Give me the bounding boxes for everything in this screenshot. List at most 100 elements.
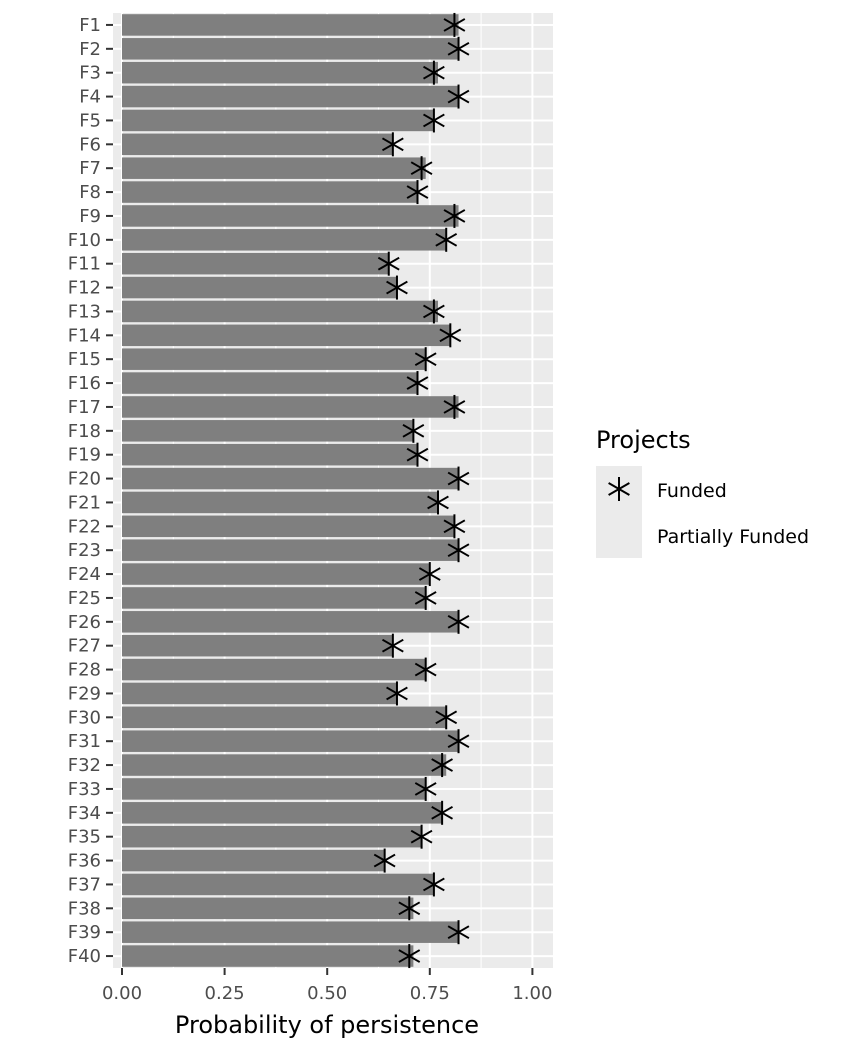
legend-asterisk xyxy=(608,477,630,501)
y-tick-label: F22 xyxy=(68,516,101,537)
y-tick-label: F20 xyxy=(68,469,101,490)
bar-F17 xyxy=(122,396,459,418)
y-tick-label: F24 xyxy=(68,564,101,585)
funded-points xyxy=(373,12,470,969)
legend-key-partially-funded xyxy=(596,512,642,558)
point-F27 xyxy=(381,633,404,658)
y-tick-label: F35 xyxy=(68,827,101,848)
point-F2 xyxy=(447,36,470,61)
point-F25 xyxy=(414,585,437,610)
x-tick-label: 1.00 xyxy=(512,983,552,1004)
point-F31 xyxy=(447,729,470,754)
bar-F22 xyxy=(122,515,455,538)
y-tick-label: F10 xyxy=(68,230,101,251)
point-F4 xyxy=(447,84,470,109)
y-tick-label: F11 xyxy=(68,254,101,275)
bar-F9 xyxy=(122,205,459,227)
bar-F24 xyxy=(122,563,430,585)
point-F17 xyxy=(443,394,466,419)
y-tick-label: F3 xyxy=(79,63,101,84)
bar-F18 xyxy=(122,420,414,442)
y-tick-label: F39 xyxy=(68,922,101,943)
point-F38 xyxy=(398,896,421,921)
bar-F21 xyxy=(122,491,439,514)
legend-asterisk-icon xyxy=(608,477,630,501)
point-F14 xyxy=(439,323,462,348)
y-tick-label: F40 xyxy=(68,946,101,967)
point-F3 xyxy=(423,60,445,85)
bar-F28 xyxy=(122,658,426,681)
point-F20 xyxy=(447,466,470,491)
bar-F2 xyxy=(122,38,459,60)
point-F22 xyxy=(443,514,466,539)
y-tick-label: F12 xyxy=(68,278,101,299)
bar-F5 xyxy=(122,109,434,132)
y-tick-label: F2 xyxy=(79,39,101,60)
bar-F27 xyxy=(122,634,393,657)
bar-F32 xyxy=(122,754,447,776)
bar-F1 xyxy=(122,14,459,36)
point-F19 xyxy=(406,442,429,467)
legend-label-partially-funded: Partially Funded xyxy=(657,526,809,548)
y-tick-label: F31 xyxy=(68,731,101,752)
y-tick-label: F23 xyxy=(68,540,101,561)
point-F6 xyxy=(381,132,404,157)
bar-F8 xyxy=(122,181,418,203)
bar-F13 xyxy=(122,300,439,323)
bar-F34 xyxy=(122,802,443,824)
bar-F38 xyxy=(122,897,414,920)
y-tick-label: F15 xyxy=(68,349,101,370)
bar-F40 xyxy=(122,945,414,967)
bar-F25 xyxy=(122,587,426,609)
point-F33 xyxy=(414,776,437,801)
y-tick-label: F32 xyxy=(68,755,101,776)
x-axis: 0.00 0.25 0.50 0.75 1.00 xyxy=(102,968,552,1004)
point-F9 xyxy=(443,203,466,228)
y-tick-label: F21 xyxy=(68,492,101,513)
y-tick-label: F28 xyxy=(68,660,101,681)
point-F8 xyxy=(406,180,429,205)
point-F36 xyxy=(373,848,396,873)
x-tick-label: 0.50 xyxy=(307,983,347,1004)
y-tick-label: F18 xyxy=(68,421,101,442)
x-tick-label: 0.75 xyxy=(410,983,450,1004)
bar-F33 xyxy=(122,778,426,800)
y-tick-label: F25 xyxy=(68,588,101,609)
point-F11 xyxy=(377,251,400,276)
y-tick-label: F26 xyxy=(68,612,101,633)
bar-F15 xyxy=(122,348,426,370)
point-F32 xyxy=(431,753,454,778)
bar-F29 xyxy=(122,682,397,705)
point-F16 xyxy=(406,371,429,396)
point-F5 xyxy=(423,108,445,133)
y-tick-label: F13 xyxy=(68,301,101,322)
bar-F20 xyxy=(122,467,459,490)
bar-F7 xyxy=(122,157,426,179)
bar-F3 xyxy=(122,61,439,84)
y-tick-label: F1 xyxy=(79,15,101,36)
point-F12 xyxy=(386,275,408,300)
y-tick-label: F29 xyxy=(68,683,101,704)
y-tick-label: F16 xyxy=(68,373,101,394)
bar-F6 xyxy=(122,133,393,156)
y-tick-label: F34 xyxy=(68,803,101,824)
bar-F31 xyxy=(122,730,459,752)
bar-F23 xyxy=(122,539,459,561)
y-tick-label: F4 xyxy=(79,87,101,108)
y-tick-label: F37 xyxy=(68,874,101,895)
legend-title: Projects xyxy=(596,426,691,454)
bar-F4 xyxy=(122,85,459,108)
y-tick-label: F30 xyxy=(68,707,101,728)
y-tick-label: F7 xyxy=(79,158,101,179)
point-F10 xyxy=(435,227,458,252)
point-F1 xyxy=(443,12,466,37)
x-tick-label: 0.00 xyxy=(102,983,142,1004)
bars xyxy=(122,14,459,967)
bar-F16 xyxy=(122,372,418,394)
y-tick-label: F33 xyxy=(68,779,101,800)
point-F13 xyxy=(423,299,445,324)
x-tick-label: 0.25 xyxy=(205,983,245,1004)
bar-F19 xyxy=(122,443,418,466)
